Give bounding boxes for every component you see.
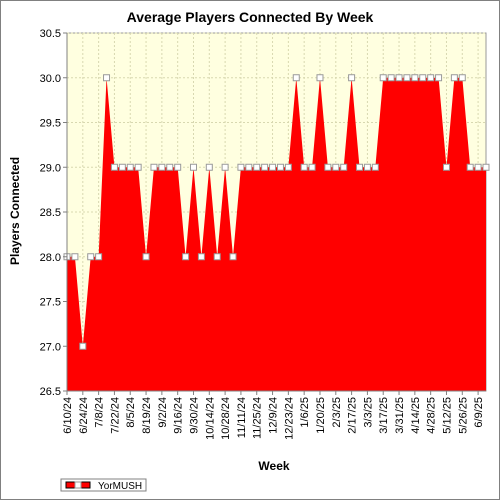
data-point <box>174 163 182 171</box>
y-tick-label: 29.0 <box>40 162 61 174</box>
data-point <box>356 163 364 171</box>
data-point <box>332 163 340 171</box>
data-point <box>182 253 190 261</box>
x-tick-label: 1/6/25 <box>299 397 311 428</box>
data-point <box>442 163 450 171</box>
data-point <box>261 163 269 171</box>
data-point <box>316 74 324 82</box>
x-tick-label: 6/10/24 <box>62 397 74 434</box>
x-tick-label: 11/25/24 <box>252 397 264 439</box>
data-point <box>276 163 284 171</box>
y-tick-label: 26.5 <box>40 386 61 398</box>
data-point <box>166 163 174 171</box>
data-point <box>395 74 403 82</box>
y-tick-label: 28.5 <box>40 207 61 219</box>
data-point <box>269 163 277 171</box>
data-point <box>197 253 205 261</box>
x-tick-label: 4/14/25 <box>410 397 422 434</box>
data-point <box>379 74 387 82</box>
x-tick-label: 4/28/25 <box>426 397 438 434</box>
y-tick-label: 28.0 <box>40 252 61 264</box>
data-point <box>229 253 237 261</box>
data-point <box>348 74 356 82</box>
data-point <box>110 163 118 171</box>
x-tick-label: 10/28/24 <box>220 397 232 440</box>
x-tick-label: 6/24/24 <box>78 397 90 434</box>
x-tick-label: 1/20/25 <box>315 397 327 434</box>
x-tick-label: 2/3/25 <box>331 397 343 428</box>
x-tick-label: 6/9/25 <box>473 397 485 428</box>
data-point <box>237 163 245 171</box>
data-point <box>189 163 197 171</box>
x-tick-label: 7/8/24 <box>94 397 106 428</box>
data-point <box>158 163 166 171</box>
data-point <box>95 253 103 261</box>
data-point <box>466 163 474 171</box>
data-point <box>87 253 95 261</box>
data-point <box>150 163 158 171</box>
data-point <box>403 74 411 82</box>
series-area-yormush <box>67 77 486 391</box>
x-tick-label: 3/31/25 <box>394 397 406 434</box>
data-point <box>284 163 292 171</box>
data-point <box>474 163 482 171</box>
y-tick-label: 29.5 <box>40 118 61 130</box>
x-tick-label: 5/12/25 <box>441 397 453 434</box>
x-tick-label: 9/2/24 <box>157 397 169 428</box>
data-point <box>371 163 379 171</box>
y-tick-label: 30.5 <box>40 28 61 40</box>
legend: YorMUSH <box>60 478 147 492</box>
data-point <box>126 163 134 171</box>
x-tick-label: 12/23/24 <box>283 397 295 440</box>
x-tick-label: 8/5/24 <box>125 397 137 428</box>
data-point <box>142 253 150 261</box>
x-tick-label: 9/16/24 <box>173 397 185 434</box>
data-point <box>419 74 427 82</box>
data-point <box>482 163 490 171</box>
legend-label-yormush: YorMUSH <box>98 481 142 492</box>
data-point <box>134 163 142 171</box>
data-point <box>411 74 419 82</box>
x-tick-label: 5/26/25 <box>457 397 469 434</box>
x-tick-label: 3/3/25 <box>362 397 374 428</box>
x-tick-label: 12/9/24 <box>268 397 280 434</box>
y-tick-label: 27.5 <box>40 297 61 309</box>
y-tick-label: 30.0 <box>40 73 61 85</box>
data-point <box>79 342 87 350</box>
data-point <box>450 74 458 82</box>
data-point <box>308 163 316 171</box>
data-point <box>427 74 435 82</box>
x-tick-label: 8/19/24 <box>141 397 153 434</box>
data-point <box>435 74 443 82</box>
data-point <box>221 163 229 171</box>
x-tick-label: 7/22/24 <box>109 397 121 434</box>
x-tick-label: 9/30/24 <box>188 397 200 434</box>
data-point <box>340 163 348 171</box>
data-point <box>292 74 300 82</box>
data-point <box>324 163 332 171</box>
chart-title: Average Players Connected By Week <box>127 9 374 25</box>
data-point <box>71 253 79 261</box>
data-point <box>245 163 253 171</box>
data-point <box>300 163 308 171</box>
y-tick-label: 27.0 <box>40 341 61 353</box>
data-point <box>458 74 466 82</box>
data-point <box>213 253 221 261</box>
x-tick-label: 3/17/25 <box>378 397 390 434</box>
x-axis-title: Week <box>258 459 289 473</box>
y-axis-title: Players Connected <box>8 157 22 265</box>
legend-marker <box>74 481 82 489</box>
data-point <box>205 163 213 171</box>
data-point <box>103 74 111 82</box>
data-point <box>253 163 261 171</box>
data-point <box>363 163 371 171</box>
x-tick-label: 10/14/24 <box>204 397 216 440</box>
data-point <box>387 74 395 82</box>
x-tick-label: 11/11/24 <box>236 397 248 438</box>
x-tick-label: 2/17/25 <box>347 397 359 434</box>
data-point <box>118 163 126 171</box>
